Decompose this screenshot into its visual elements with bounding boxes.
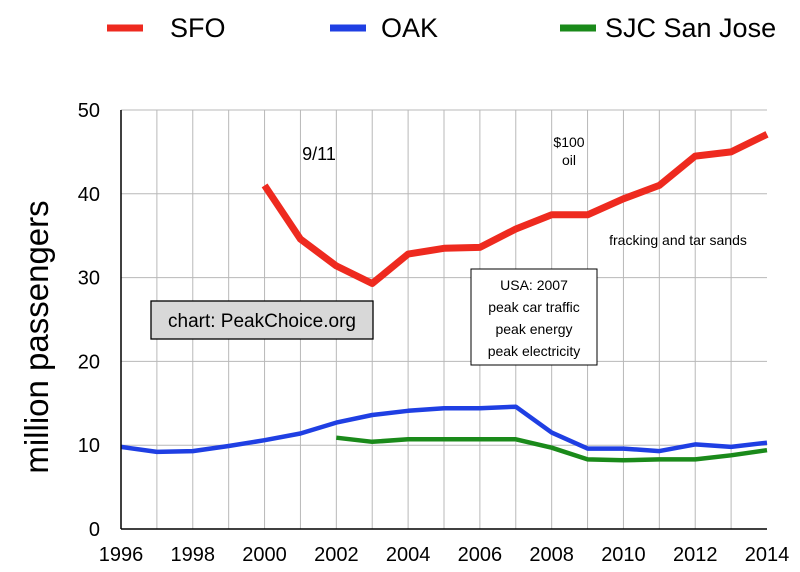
axes: 1996 1998 2000 2002 2004 2006 2008 2010 2012 2014…	[78, 100, 790, 566]
x-tick-label: 2008	[529, 544, 574, 566]
annotation-credit: chart: PeakChoice.org	[168, 311, 356, 332]
y-tick-label: 20	[78, 351, 100, 373]
y-tick-label: 10	[78, 435, 100, 457]
legend: SFO OAK SJC San Jose	[107, 13, 776, 43]
x-tick-label: 2004	[386, 544, 431, 566]
legend-label: SFO	[170, 13, 226, 43]
y-tick-label: 50	[78, 100, 100, 122]
x-tick-label: 2010	[601, 544, 646, 566]
x-tick-label: 2002	[314, 544, 359, 566]
y-tick-label: 30	[78, 268, 100, 290]
x-tick-label: 2000	[242, 544, 287, 566]
annotation-oil: oil	[562, 152, 576, 168]
annotation-oil: $100	[553, 134, 584, 150]
y-tick-label: 40	[78, 184, 100, 206]
annotation-box-credit	[150, 300, 374, 340]
annotation-box-usa2007	[470, 268, 598, 366]
annotation-usa2007: peak electricity	[488, 343, 581, 359]
y-axis-label: million passengers	[18, 200, 55, 473]
legend-label: SJC San Jose	[605, 13, 776, 43]
annotation-9-11: 9/11	[302, 144, 336, 164]
x-tick-label: 2012	[673, 544, 718, 566]
annotation-boxes	[150, 268, 598, 366]
legend-label: OAK	[381, 13, 438, 43]
x-tick-label: 2006	[458, 544, 503, 566]
annotations: 9/11 $100 oil fracking and tar sands USA: 20…	[168, 134, 747, 359]
series-line-sjc-san-jose	[336, 435, 768, 463]
x-tick-label: 1996	[99, 544, 144, 566]
annotation-usa2007: peak car traffic	[488, 299, 580, 315]
y-tick-label: 0	[89, 519, 100, 541]
annotation-usa2007: peak energy	[495, 321, 572, 337]
annotation-fracking: fracking and tar sands	[609, 232, 747, 248]
series-line-sfo	[261, 131, 769, 287]
series-line-oak	[120, 404, 768, 455]
annotation-usa2007: USA: 2007	[500, 277, 568, 293]
x-tick-label: 1998	[171, 544, 216, 566]
x-tick-label: 2014	[745, 544, 790, 566]
series-lines	[120, 131, 769, 463]
